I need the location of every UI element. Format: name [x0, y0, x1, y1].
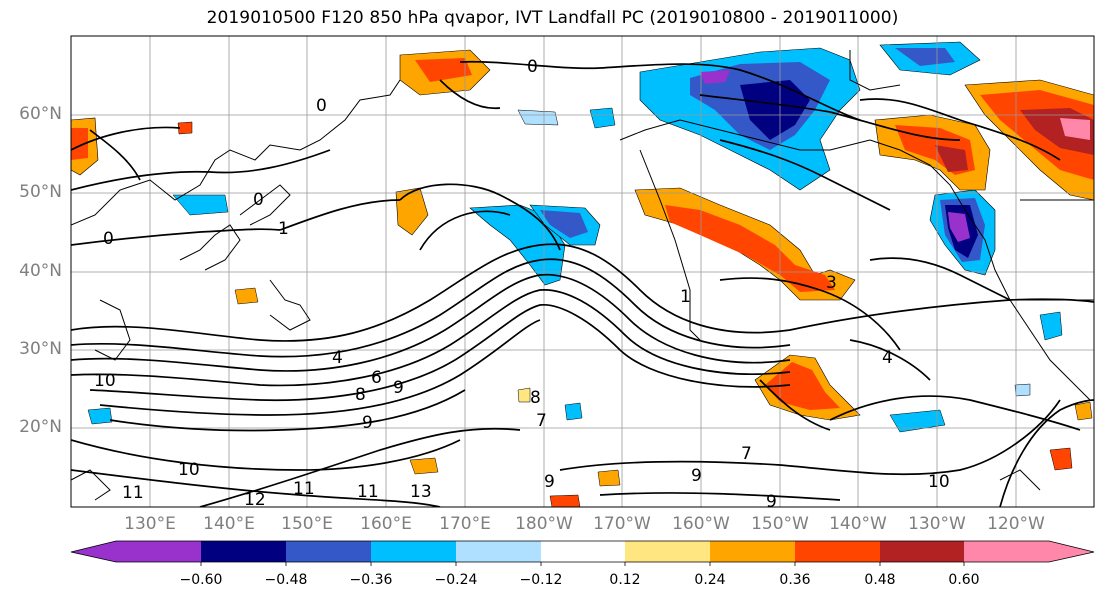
contour-label: 9	[362, 413, 373, 433]
lon-label-170w: 170°W	[593, 514, 651, 534]
contour-label: 4	[332, 348, 343, 368]
lon-label-120w: 120°W	[987, 514, 1045, 534]
lon-label-160w: 160°W	[672, 514, 730, 534]
lat-label-30n: 30°N	[19, 339, 62, 359]
contour-label: 13	[410, 482, 432, 502]
contour-label: 11	[122, 483, 144, 503]
contour-label: 9	[766, 492, 777, 512]
lon-label-150w: 150°W	[751, 514, 809, 534]
colorbar-cell	[541, 541, 625, 562]
colorbar-tick-label: −0.36	[349, 572, 393, 588]
map-title: 2019010500 F120 850 hPa qvapor, IVT Land…	[206, 8, 899, 28]
contour-label: 6	[371, 368, 382, 388]
lon-label-140e: 140°E	[203, 514, 255, 534]
colorbar-tick-label: 0.12	[609, 572, 641, 588]
colorbar-tick-label: 0.24	[694, 572, 726, 588]
contour-label: 0	[253, 190, 264, 210]
contour-label: 0	[527, 57, 538, 77]
contour-label: 9	[544, 472, 555, 492]
colorbar-tick-label: 0.48	[864, 572, 896, 588]
colorbar-cell	[201, 541, 286, 562]
lat-label-50n: 50°N	[19, 182, 62, 202]
lon-label-140w: 140°W	[829, 514, 887, 534]
contour-label: 8	[530, 388, 541, 408]
contour-label: 10	[928, 472, 950, 492]
contour-label-group: 0 0 0 0 1 1 3 4 4 6 7 7 8 8 9 9 9 9 9 10…	[94, 57, 950, 512]
lon-label-170e: 170°E	[439, 514, 491, 534]
colorbar-tick-label: −0.60	[179, 572, 223, 588]
lon-label-130w: 130°W	[908, 514, 966, 534]
colorbar-cell	[964, 541, 1094, 562]
colorbar-tick-label: −0.48	[264, 572, 308, 588]
ivt-contours	[71, 60, 1094, 507]
contour-label: 9	[691, 466, 702, 486]
contour-label: 12	[244, 490, 266, 510]
contour-label: 10	[94, 371, 116, 391]
lon-label-180w: 180°W	[515, 514, 573, 534]
contour-label: 7	[536, 411, 547, 431]
contour-label: 0	[103, 229, 114, 249]
coastlines	[71, 50, 1094, 501]
colorbar	[70, 540, 1095, 566]
colorbar-cell	[625, 541, 710, 562]
contour-label: 3	[826, 273, 837, 293]
lat-label-40n: 40°N	[19, 261, 62, 281]
neg-anomaly-alaska-core	[740, 80, 810, 140]
plot-frame	[70, 35, 1095, 508]
lat-label-20n: 20°N	[19, 417, 62, 437]
colorbar-cell	[710, 541, 795, 562]
lat-label-60n: 60°N	[19, 104, 62, 124]
colorbar-outline	[70, 540, 1095, 563]
neg-anomaly-alaska-peak	[700, 70, 730, 84]
colorbar-cell	[71, 541, 201, 562]
lon-label-130e: 130°E	[124, 514, 176, 534]
colorbar-cell	[795, 541, 880, 562]
colorbar-tick-label: −0.24	[434, 572, 478, 588]
contour-label: 10	[178, 460, 200, 480]
lon-label-160e: 160°E	[360, 514, 412, 534]
shading-layer	[71, 41, 1094, 507]
colorbar-cell	[371, 541, 456, 562]
grid-lines	[71, 36, 1094, 507]
lon-label-150e: 150°E	[281, 514, 333, 534]
neg-anomaly-central	[469, 204, 566, 286]
contour-label: 1	[680, 287, 691, 307]
contour-label: 0	[316, 96, 327, 116]
contour-label: 4	[882, 348, 893, 368]
contour-label: 11	[357, 482, 379, 502]
colorbar-cell	[880, 541, 964, 562]
contour-label: 8	[355, 385, 366, 405]
colorbar-cell	[456, 541, 541, 562]
contour-label: 1	[278, 219, 289, 239]
colorbar-tick-label: 0.60	[948, 572, 980, 588]
contour-label: 9	[393, 378, 404, 398]
colorbar-cell	[286, 541, 371, 562]
contour-label: 7	[741, 444, 752, 464]
colorbar-tick-label: −0.12	[519, 572, 563, 588]
contour-label: 11	[293, 479, 315, 499]
colorbar-tick-label: 0.36	[779, 572, 811, 588]
